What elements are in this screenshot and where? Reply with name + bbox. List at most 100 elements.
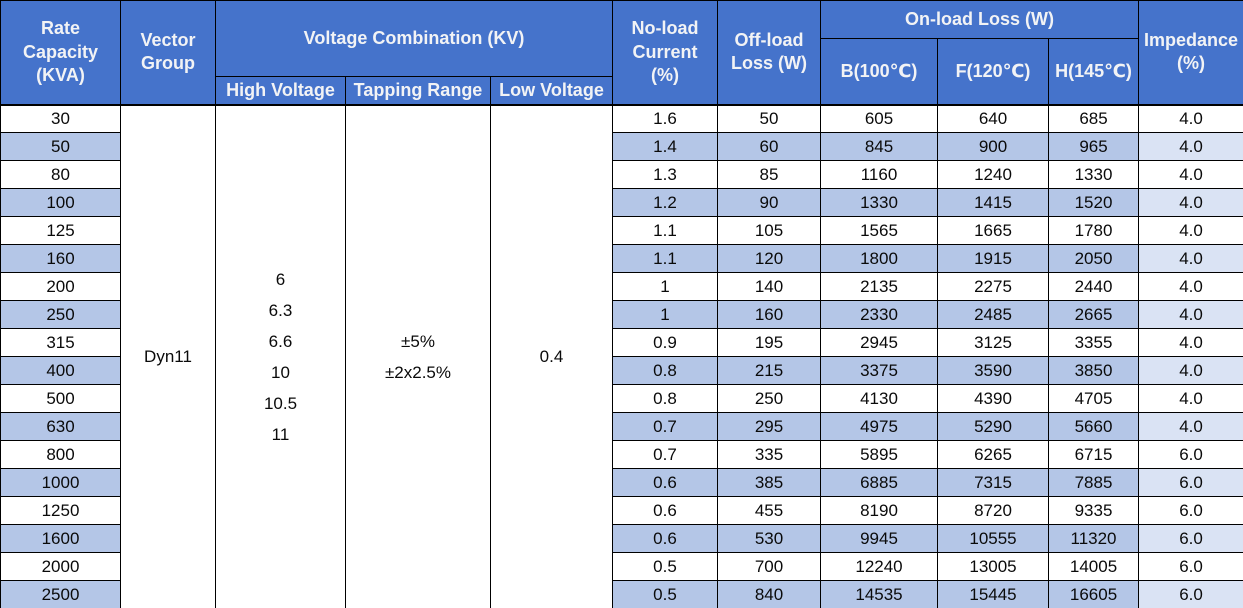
- cell-off-load-loss: 840: [717, 580, 821, 608]
- header-vector-group: Vector Group: [120, 0, 216, 105]
- merged-high-voltage: 6 6.3 6.6 10 10.5 11: [215, 103, 346, 608]
- cell-on-load-h: 2440: [1047, 272, 1140, 301]
- cell-on-load-f: 640: [937, 103, 1049, 133]
- header-b100: B(100℃): [820, 38, 938, 105]
- cell-no-load-current: 1.1: [612, 244, 718, 273]
- cell-on-load-b: 2135: [820, 272, 938, 301]
- table-row: 50 1.4 60 845 900 965 4.0: [0, 132, 1243, 161]
- cell-on-load-f: 7315: [937, 468, 1049, 497]
- cell-impedance: 4.0: [1138, 328, 1243, 357]
- cell-no-load-current: 0.8: [612, 384, 718, 413]
- cell-on-load-h: 2665: [1047, 300, 1140, 329]
- merged-high-voltage-line: 11: [271, 424, 290, 444]
- cell-on-load-b: 12240: [820, 552, 938, 581]
- header-voltage-combination: Voltage Combination (KV): [215, 0, 613, 77]
- cell-on-load-f: 3590: [937, 356, 1049, 385]
- cell-rate-capacity: 50: [0, 132, 121, 161]
- cell-impedance: 4.0: [1138, 300, 1243, 329]
- cell-on-load-h: 14005: [1047, 552, 1140, 581]
- header-rate-capacity: Rate Capacity (KVA): [0, 0, 121, 105]
- cell-impedance: 4.0: [1138, 160, 1243, 189]
- cell-off-load-loss: 90: [717, 188, 821, 217]
- cell-on-load-b: 6885: [820, 468, 938, 497]
- cell-rate-capacity: 315: [0, 328, 121, 357]
- header-low-voltage: Low Voltage: [490, 76, 613, 105]
- cell-impedance: 4.0: [1138, 412, 1243, 441]
- cell-off-load-loss: 455: [717, 496, 821, 525]
- cell-on-load-f: 5290: [937, 412, 1049, 441]
- cell-no-load-current: 0.6: [612, 496, 718, 525]
- table-row: 160 1.1 120 1800 1915 2050 4.0: [0, 244, 1243, 273]
- table-row: 125 1.1 105 1565 1665 1780 4.0: [0, 216, 1243, 245]
- cell-impedance: 4.0: [1138, 356, 1243, 385]
- cell-on-load-b: 1565: [820, 216, 938, 245]
- cell-off-load-loss: 195: [717, 328, 821, 357]
- cell-impedance: 6.0: [1138, 440, 1243, 469]
- cell-on-load-h: 685: [1047, 103, 1140, 133]
- cell-rate-capacity: 800: [0, 440, 121, 469]
- table-row: 80 1.3 85 1160 1240 1330 4.0: [0, 160, 1243, 189]
- cell-off-load-loss: 50: [717, 103, 821, 133]
- cell-on-load-h: 4705: [1047, 384, 1140, 413]
- cell-off-load-loss: 295: [717, 412, 821, 441]
- header-f120: F(120℃): [937, 38, 1049, 105]
- cell-off-load-loss: 160: [717, 300, 821, 329]
- cell-on-load-b: 2330: [820, 300, 938, 329]
- cell-off-load-loss: 530: [717, 524, 821, 553]
- cell-on-load-b: 3375: [820, 356, 938, 385]
- cell-rate-capacity: 1000: [0, 468, 121, 497]
- cell-off-load-loss: 120: [717, 244, 821, 273]
- merged-vector-group: Dyn11: [120, 103, 216, 608]
- table-row: 200 1 140 2135 2275 2440 4.0: [0, 272, 1243, 301]
- cell-off-load-loss: 105: [717, 216, 821, 245]
- table-row: 1600 0.6 530 9945 10555 11320 6.0: [0, 524, 1243, 553]
- cell-off-load-loss: 700: [717, 552, 821, 581]
- cell-on-load-f: 2485: [937, 300, 1049, 329]
- header-high-voltage: High Voltage: [215, 76, 346, 105]
- cell-on-load-f: 1240: [937, 160, 1049, 189]
- cell-on-load-b: 1800: [820, 244, 938, 273]
- cell-no-load-current: 1.4: [612, 132, 718, 161]
- merged-low-voltage: 0.4: [490, 103, 613, 608]
- header-tapping-range: Tapping Range: [345, 76, 491, 105]
- cell-on-load-h: 5660: [1047, 412, 1140, 441]
- table-header: Rate Capacity (KVA) Vector Group Voltage…: [0, 0, 1243, 105]
- cell-impedance: 4.0: [1138, 384, 1243, 413]
- cell-on-load-h: 6715: [1047, 440, 1140, 469]
- cell-no-load-current: 0.5: [612, 552, 718, 581]
- header-on-load-loss: On-load Loss (W): [819, 0, 1140, 39]
- cell-on-load-h: 9335: [1047, 496, 1140, 525]
- cell-no-load-current: 1.3: [612, 160, 718, 189]
- cell-on-load-f: 4390: [937, 384, 1049, 413]
- table-row: 250 1 160 2330 2485 2665 4.0: [0, 300, 1243, 329]
- cell-on-load-h: 11320: [1047, 524, 1140, 553]
- cell-on-load-b: 1330: [820, 188, 938, 217]
- cell-off-load-loss: 60: [717, 132, 821, 161]
- cell-no-load-current: 0.7: [612, 412, 718, 441]
- cell-off-load-loss: 250: [717, 384, 821, 413]
- cell-rate-capacity: 80: [0, 160, 121, 189]
- cell-off-load-loss: 215: [717, 356, 821, 385]
- cell-rate-capacity: 250: [0, 300, 121, 329]
- cell-rate-capacity: 1600: [0, 524, 121, 553]
- cell-rate-capacity: 2000: [0, 552, 121, 581]
- cell-no-load-current: 0.6: [612, 524, 718, 553]
- cell-no-load-current: 0.5: [612, 580, 718, 608]
- cell-on-load-b: 605: [820, 103, 938, 133]
- header-h145: H(145℃): [1047, 38, 1140, 105]
- cell-impedance: 4.0: [1138, 188, 1243, 217]
- cell-impedance: 6.0: [1138, 496, 1243, 525]
- cell-on-load-h: 3355: [1047, 328, 1140, 357]
- table-row: 630 0.7 295 4975 5290 5660 4.0: [0, 412, 1243, 441]
- cell-on-load-f: 1665: [937, 216, 1049, 245]
- cell-on-load-f: 1415: [937, 188, 1049, 217]
- cell-rate-capacity: 100: [0, 188, 121, 217]
- cell-impedance: 4.0: [1138, 216, 1243, 245]
- header-off-load-loss: Off-load Loss (W): [717, 0, 821, 105]
- cell-on-load-b: 4975: [820, 412, 938, 441]
- merged-high-voltage-line: 10.5: [263, 393, 298, 413]
- cell-impedance: 4.0: [1138, 244, 1243, 273]
- cell-no-load-current: 1: [612, 272, 718, 301]
- cell-off-load-loss: 140: [717, 272, 821, 301]
